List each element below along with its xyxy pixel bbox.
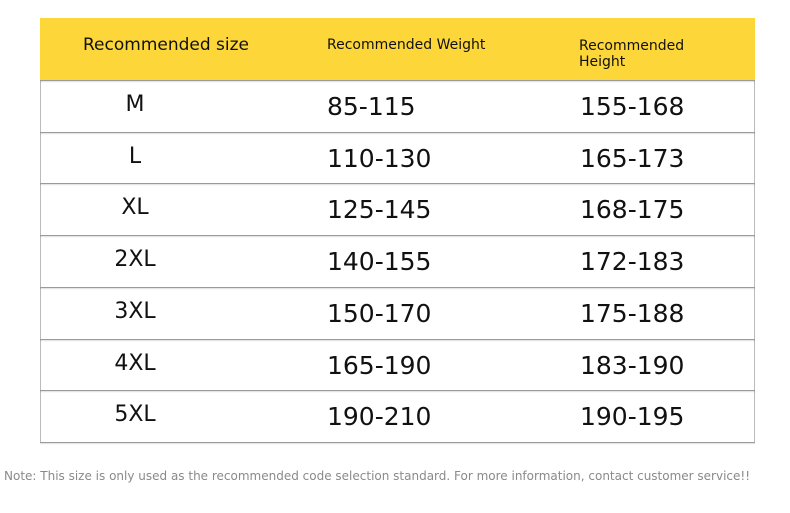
row-divider <box>40 80 755 81</box>
table-border <box>754 80 755 442</box>
table-cell: 190-195 <box>580 402 685 432</box>
row-divider <box>40 338 755 340</box>
table-cell: 5XL <box>114 402 156 428</box>
table-cell: 165-190 <box>327 350 432 380</box>
row-divider <box>40 131 755 133</box>
header-cell: Recommended size <box>83 35 250 55</box>
table-cell: 150-170 <box>327 298 432 328</box>
table-cell: XL <box>121 195 149 221</box>
table-cell: 4XL <box>114 350 156 376</box>
table-cell: 125-145 <box>327 195 432 225</box>
table-cell: L <box>128 143 142 169</box>
header-background <box>40 18 755 80</box>
table-cell: 2XL <box>114 247 156 273</box>
table-border <box>40 80 41 442</box>
header-cell: Recommended Height <box>579 38 685 70</box>
row-divider <box>40 235 755 237</box>
table-cell: 190-210 <box>327 402 432 432</box>
row-divider <box>40 390 755 392</box>
header-cell: Recommended Weight <box>327 37 486 53</box>
table-cell: 140-155 <box>327 247 432 277</box>
table-cell: 85-115 <box>327 92 416 121</box>
table-cell: 172-183 <box>580 247 685 277</box>
table-cell: 165-173 <box>580 143 685 173</box>
table-cell: 168-175 <box>580 195 685 225</box>
note: Note: This size is only used as the reco… <box>4 469 751 483</box>
table-cell: 110-130 <box>327 143 432 173</box>
table-cell: 3XL <box>114 298 156 324</box>
row-divider <box>40 286 755 288</box>
table-cell: M <box>125 92 145 117</box>
row-divider <box>40 441 755 443</box>
row-divider <box>40 183 755 185</box>
table-cell: 155-168 <box>580 92 685 121</box>
table-cell: 175-188 <box>580 298 685 328</box>
table-cell: 183-190 <box>580 350 685 380</box>
